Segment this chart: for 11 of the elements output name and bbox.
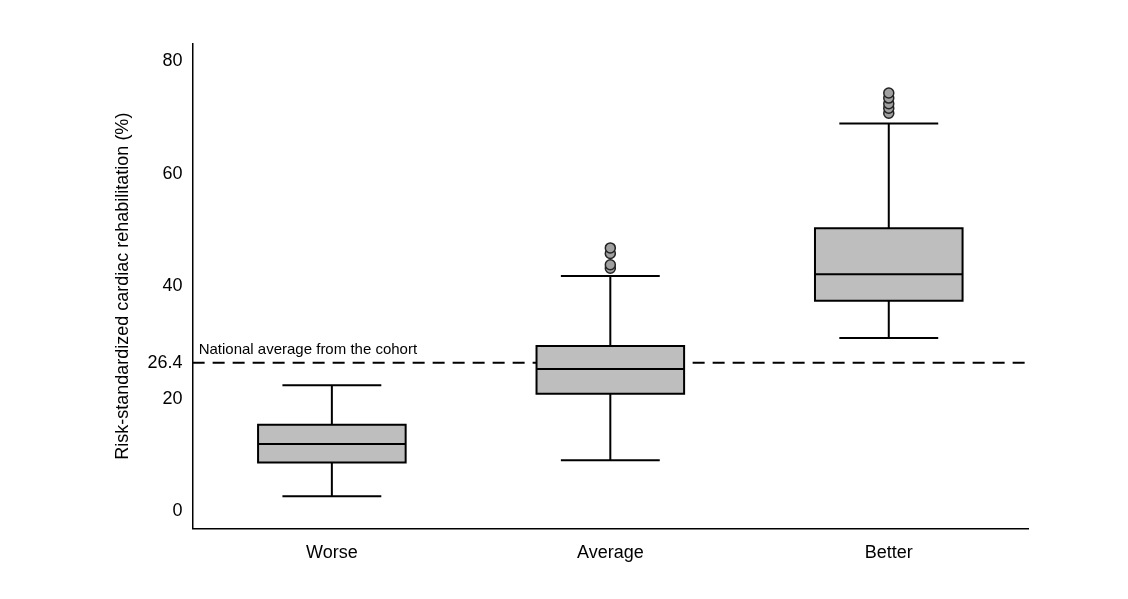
y-tick-label: 26.4 xyxy=(147,351,183,372)
y-tick-label: 80 xyxy=(162,49,183,70)
x-tick-label: Worse xyxy=(306,542,358,563)
y-tick-label: 20 xyxy=(162,387,183,408)
x-tick-label: Better xyxy=(864,542,913,563)
x-tick-label: Average xyxy=(576,542,644,563)
y-tick-label: 60 xyxy=(162,162,183,183)
y-tick-label: 0 xyxy=(172,500,183,521)
ref-line-label: National average from the cohort xyxy=(198,340,418,358)
y-tick-label: 40 xyxy=(162,275,183,296)
y-axis-title: Risk-standardized cardiac rehabilitation (%) xyxy=(111,112,132,460)
